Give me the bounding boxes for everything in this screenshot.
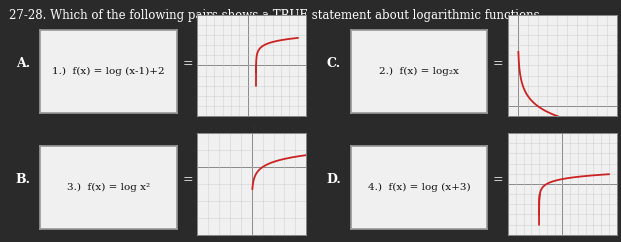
Text: x: x [309, 62, 312, 67]
Text: 27-28. Which of the following pairs shows a TRUE statement about logarithmic fun: 27-28. Which of the following pairs show… [9, 9, 543, 22]
Text: =: = [182, 173, 193, 186]
Text: =: = [182, 57, 193, 70]
Text: C.: C. [327, 57, 341, 70]
Text: y: y [248, 8, 251, 13]
Text: =: = [492, 57, 504, 70]
Text: B.: B. [16, 173, 31, 186]
Text: 2.)  f(x) = log₂x: 2.) f(x) = log₂x [379, 67, 459, 76]
Text: y: y [518, 5, 522, 10]
Text: D.: D. [327, 173, 341, 186]
Text: y: y [252, 125, 256, 130]
Text: =: = [492, 173, 504, 186]
Text: x: x [619, 180, 621, 185]
Text: 3.)  f(x) = log x²: 3.) f(x) = log x² [67, 183, 150, 192]
Text: x: x [620, 102, 621, 107]
Text: x: x [309, 164, 312, 169]
Text: A.: A. [16, 57, 30, 70]
Text: 4.)  f(x) = log (x+3): 4.) f(x) = log (x+3) [368, 183, 471, 192]
Text: 1.)  f(x) = log (x-1)+2: 1.) f(x) = log (x-1)+2 [52, 67, 165, 76]
Text: y: y [562, 126, 566, 131]
